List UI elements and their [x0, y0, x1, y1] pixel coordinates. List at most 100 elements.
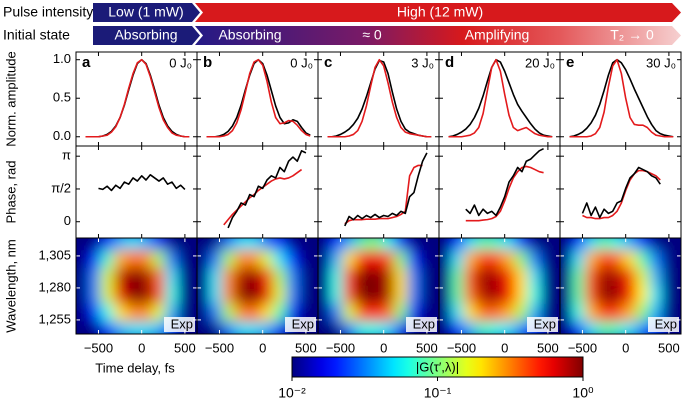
cell	[329, 238, 344, 251]
cell	[636, 303, 650, 322]
cell	[286, 249, 300, 268]
cell	[100, 285, 115, 304]
x-tick-label: 0	[501, 340, 508, 355]
cell	[329, 249, 344, 268]
cell	[165, 238, 179, 251]
cell	[560, 285, 573, 304]
cell	[126, 238, 141, 251]
cell	[571, 303, 586, 322]
cell	[450, 267, 465, 286]
curve	[465, 165, 544, 222]
cell	[420, 249, 434, 268]
cell	[439, 285, 452, 304]
cell	[221, 321, 236, 334]
cell	[152, 303, 166, 322]
cell	[420, 238, 434, 251]
cell	[662, 238, 676, 251]
cell	[87, 238, 102, 251]
cell	[463, 285, 478, 304]
colorbar-tick-label: 10⁰	[572, 385, 594, 401]
cell	[221, 285, 236, 304]
cell	[126, 285, 141, 304]
cell	[463, 249, 478, 268]
cell	[318, 249, 331, 268]
panel-frame	[317, 145, 440, 239]
cell	[221, 267, 236, 286]
cell	[407, 267, 421, 286]
y-tick-label: π	[62, 148, 71, 163]
y-axis-title: Norm. amplitude	[3, 51, 18, 146]
cell	[597, 238, 612, 251]
annotation: Exp	[534, 316, 556, 331]
cell	[623, 285, 637, 304]
cell	[208, 321, 223, 334]
curve	[569, 58, 674, 138]
cell	[476, 321, 491, 334]
x-tick-label: −500	[447, 340, 476, 355]
cell	[368, 267, 383, 286]
annotation: 3 J₀	[411, 55, 434, 70]
cell	[260, 249, 274, 268]
cell	[597, 303, 612, 322]
cell	[76, 285, 89, 304]
cell	[247, 267, 262, 286]
cell	[610, 267, 625, 286]
cell	[247, 285, 262, 304]
cell	[394, 321, 408, 334]
cell	[197, 303, 210, 322]
cell	[139, 285, 153, 304]
cell	[139, 267, 153, 286]
cell	[584, 267, 599, 286]
cell	[286, 285, 300, 304]
x-tick-label: −500	[205, 340, 234, 355]
x-tick-label: −500	[326, 340, 355, 355]
y-tick-label: 1,280	[38, 279, 71, 294]
cell	[318, 321, 331, 334]
cell	[489, 321, 504, 334]
cell	[439, 321, 452, 334]
annotation-box	[648, 317, 679, 332]
cell	[623, 249, 637, 268]
y-tick-label: 1.0	[53, 51, 71, 66]
segment-label: ≈ 0	[362, 27, 382, 43]
cell	[502, 285, 516, 304]
cell	[342, 267, 357, 286]
cell	[273, 321, 287, 334]
cell	[178, 285, 192, 304]
cell	[407, 238, 421, 251]
cell	[197, 267, 210, 286]
y-axis-title: Wavelength, nm	[3, 239, 18, 332]
cell	[165, 285, 179, 304]
cells	[318, 238, 434, 334]
cell	[636, 321, 650, 334]
cell	[247, 303, 262, 322]
annotation-box	[285, 317, 316, 332]
cell	[420, 285, 434, 304]
cell	[221, 249, 236, 268]
plot-area	[327, 58, 432, 138]
cell	[649, 285, 663, 304]
plot-area	[581, 166, 661, 220]
x-tick-label: 500	[295, 340, 317, 355]
segment-label: Absorbing	[218, 27, 281, 43]
segment-label: High (12 mW)	[397, 4, 483, 20]
cell	[610, 303, 625, 322]
cell	[260, 285, 274, 304]
segment-label: Low (1 mW)	[108, 4, 183, 20]
cell	[247, 249, 262, 268]
cell	[381, 249, 395, 268]
cell	[113, 267, 128, 286]
cell	[76, 321, 89, 334]
curve	[206, 58, 311, 138]
cell	[76, 238, 89, 251]
cell	[662, 249, 676, 268]
cell	[87, 321, 102, 334]
row-label: Pulse intensity	[3, 4, 93, 20]
cell	[368, 303, 383, 322]
cell	[76, 249, 89, 268]
cell	[571, 267, 586, 286]
cell	[197, 321, 210, 334]
curve	[344, 164, 423, 225]
cell	[463, 303, 478, 322]
